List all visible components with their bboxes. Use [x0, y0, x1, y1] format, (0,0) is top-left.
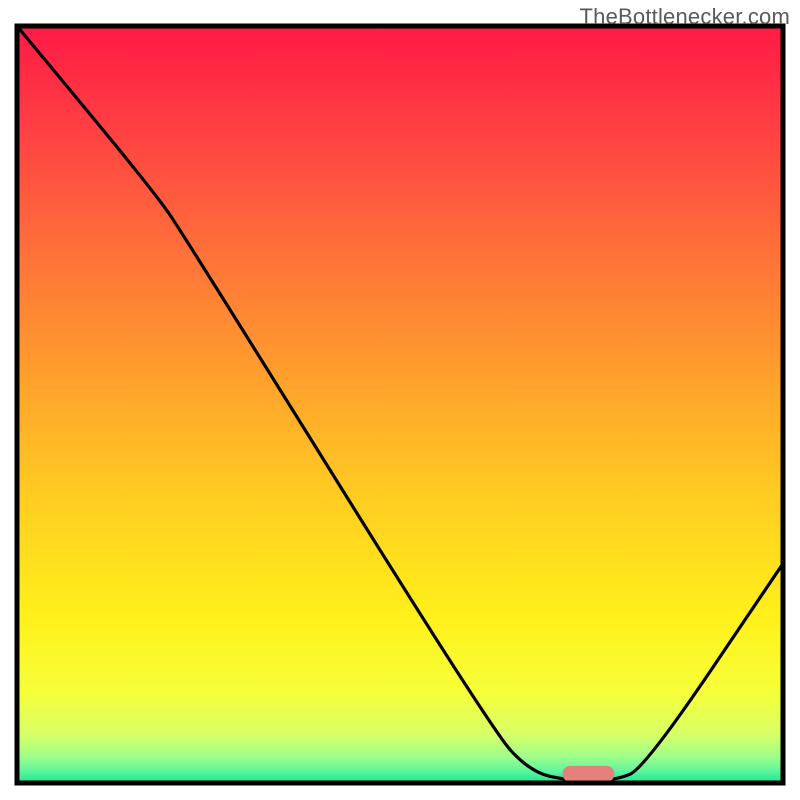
bottleneck-chart — [0, 0, 800, 800]
optimal-marker — [562, 766, 614, 782]
watermark-text: TheBottlenecker.com — [580, 4, 790, 30]
chart-stage: TheBottlenecker.com — [0, 0, 800, 800]
gradient-background — [17, 26, 783, 783]
